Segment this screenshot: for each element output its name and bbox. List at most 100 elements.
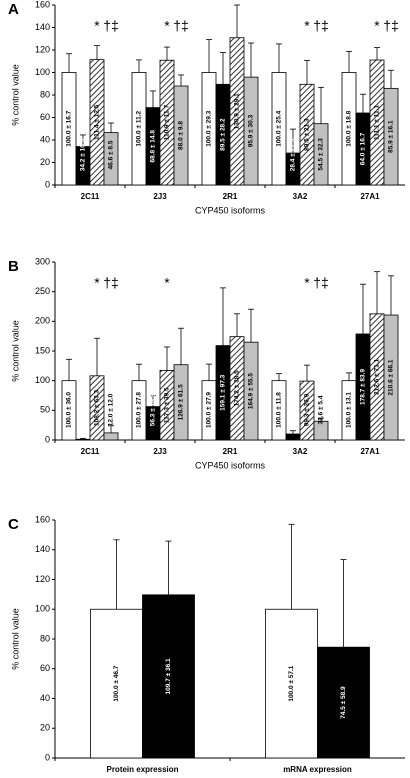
value-label: 100.0 ± 11.2 <box>136 111 143 147</box>
x-tick-label: mRNA expression <box>283 765 352 774</box>
value-label: 100.0 ± 13.1 <box>346 392 353 428</box>
value-label: 100.0 ± 11.8 <box>276 392 283 428</box>
value-label: 100.0 ± 18.8 <box>346 110 353 146</box>
y-tick-label: 50 <box>40 405 50 415</box>
y-tick-label: 160 <box>35 0 50 9</box>
value-label: 89.5 ± 21.3 <box>304 118 311 151</box>
y-tick-label: 60 <box>40 112 50 122</box>
y-tick-label: 40 <box>40 693 50 703</box>
panel-label: C <box>8 516 19 533</box>
y-axis-label: % control value <box>10 64 20 126</box>
x-tick-label: Protein expression <box>106 765 178 774</box>
value-label: 88.0 ± 9.8 <box>178 121 185 150</box>
value-label: 54.5 ± 32.3 <box>318 138 325 171</box>
value-label: 74.5 ± 58.9 <box>340 686 347 719</box>
significance-marker: * <box>374 18 380 34</box>
y-tick-label: 60 <box>40 663 50 673</box>
significance-marker: * <box>164 18 170 34</box>
significance-marker: †‡ <box>313 18 329 34</box>
x-axis-label: CYP450 isoforms <box>195 205 266 215</box>
y-tick-label: 140 <box>35 22 50 32</box>
value-label: 111.1 ± 11.1 <box>374 105 381 140</box>
x-axis-label: CYP450 isoforms <box>195 460 266 470</box>
significance-marker: * <box>304 18 310 34</box>
value-label: 95.9 ± 30.3 <box>248 114 255 147</box>
value-label: 100.0 ± 57.1 <box>288 665 295 701</box>
value-label: 46.6 ± 8.5 <box>108 140 115 169</box>
y-tick-label: 0 <box>45 434 50 444</box>
significance-marker: * <box>304 275 310 291</box>
significance-marker: †‡ <box>383 18 399 34</box>
x-tick-label: 2C11 <box>81 192 100 201</box>
bar <box>75 438 91 441</box>
value-label: 100.0 ± 29.3 <box>206 110 213 146</box>
y-tick-label: 120 <box>35 44 50 54</box>
value-label: 109.7 ± 36.1 <box>165 658 172 694</box>
y-tick-label: 250 <box>35 286 50 296</box>
value-label: 111.4 ± 12.5 <box>94 104 101 140</box>
y-tick-label: 140 <box>35 544 50 554</box>
significance-marker: †‡ <box>103 275 119 291</box>
y-tick-label: 100 <box>35 67 50 77</box>
bar <box>317 646 370 759</box>
y-tick-label: 150 <box>35 345 50 355</box>
value-label: 100.0 ± 25.4 <box>276 110 283 146</box>
bar <box>142 594 195 759</box>
y-tick-label: 80 <box>40 633 50 643</box>
value-label: 12.0 ± 12.0 <box>108 393 115 426</box>
bar <box>265 608 318 759</box>
value-label: 164.9 ± 55.5 <box>248 373 255 409</box>
x-tick-label: 3A2 <box>293 447 308 456</box>
y-tick-label: 160 <box>35 514 50 524</box>
y-tick-label: 80 <box>40 89 50 99</box>
value-label: 34.2 ± 10.3 <box>80 138 87 171</box>
value-label: 100.0 ± 27.9 <box>206 392 213 428</box>
y-tick-label: 100 <box>35 604 50 614</box>
y-tick-label: 40 <box>40 134 50 144</box>
y-tick-label: 0 <box>45 179 50 189</box>
panel-label: B <box>8 258 19 275</box>
x-tick-label: 3A2 <box>293 192 308 201</box>
value-label: 99.3 ± 26.9 <box>304 393 311 426</box>
value-label: 159.1 ± 97.3 <box>220 374 227 410</box>
significance-marker: †‡ <box>173 18 189 34</box>
y-tick-label: 200 <box>35 316 50 326</box>
value-label: 64.0 ± 16.7 <box>360 132 367 165</box>
bar <box>285 433 301 441</box>
value-label: 89.5 ± 28.2 <box>220 118 227 151</box>
value-label: 108.2 ± 63.3 <box>94 389 101 425</box>
value-label: 85.9 ± 16.1 <box>388 120 395 153</box>
significance-marker: * <box>164 275 170 291</box>
y-tick-label: 0 <box>45 752 50 762</box>
y-tick-label: 100 <box>35 375 50 385</box>
x-tick-label: 2J3 <box>153 192 167 201</box>
x-tick-label: 27A1 <box>360 192 380 201</box>
value-label: 212.6 ± 71.1 <box>374 359 381 395</box>
value-label: 110.9 ± 11.7 <box>164 105 171 141</box>
value-label: 178.7 ± 83.9 <box>360 369 367 405</box>
significance-marker: * <box>94 275 100 291</box>
value-label: 68.8 ± 14.8 <box>150 130 157 163</box>
value-label: 174.2 ± 38.5 <box>234 370 241 406</box>
x-tick-label: 2R1 <box>223 447 238 456</box>
x-tick-label: 2R1 <box>223 192 238 201</box>
value-label: 100.0 ± 36.0 <box>66 392 73 428</box>
value-label: 100.0 ± 27.8 <box>136 392 143 428</box>
bar <box>90 608 143 759</box>
y-axis-label: % control value <box>10 608 20 670</box>
y-tick-label: 20 <box>40 723 50 733</box>
y-axis-label: % control value <box>10 320 20 382</box>
value-label: 210.6 ± 66.1 <box>388 359 395 395</box>
significance-marker: * <box>94 18 100 34</box>
significance-marker: †‡ <box>313 275 329 291</box>
y-tick-label: 300 <box>35 256 50 266</box>
value-label: 130.9 ± 29.1 <box>234 93 241 129</box>
significance-marker: †‡ <box>103 18 119 34</box>
y-tick-label: 20 <box>40 157 50 167</box>
value-label: 100.0 ± 46.7 <box>113 665 120 701</box>
value-label: 126.9 ± 61.5 <box>178 384 185 420</box>
x-tick-label: 2C11 <box>81 447 100 456</box>
panel-label: A <box>8 1 19 18</box>
value-label: 100.0 ± 16.7 <box>66 110 73 146</box>
